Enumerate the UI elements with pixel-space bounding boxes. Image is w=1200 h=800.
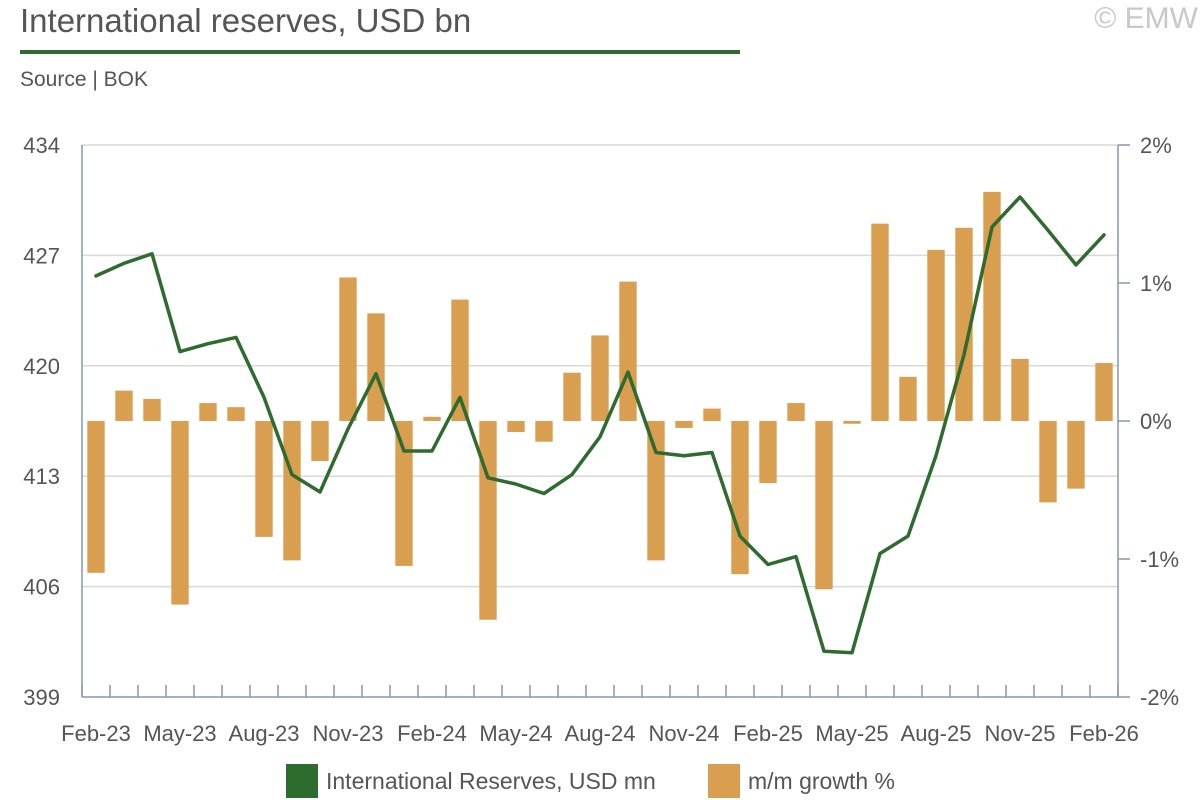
x-tick-label: Feb-25	[733, 721, 803, 746]
bar	[451, 299, 469, 421]
bar	[619, 281, 637, 421]
bar	[927, 249, 945, 421]
chart-title: International reserves, USD bn	[20, 2, 472, 39]
bar	[171, 421, 189, 605]
bar	[479, 421, 497, 620]
x-tick-label: May-25	[815, 721, 888, 746]
x-tick-label: Aug-24	[565, 721, 636, 746]
bar	[507, 421, 525, 433]
y-left-tick-label: 434	[23, 133, 60, 158]
line-series	[94, 195, 1106, 655]
legend-item-bar: m/m growth %	[708, 764, 895, 798]
gridlines	[82, 144, 1118, 588]
bar	[703, 408, 721, 421]
tick-labels: 434 427 420 413 406 399 2% 1% 0% -1% -2% Feb-23 May-…	[23, 133, 1179, 746]
x-tick-label: Aug-23	[229, 721, 300, 746]
bar	[675, 421, 693, 428]
bar	[843, 421, 861, 424]
bar	[115, 390, 133, 421]
x-tick-label: May-24	[479, 721, 552, 746]
bar	[871, 223, 889, 421]
bar	[367, 313, 385, 421]
bar	[1067, 421, 1085, 489]
legend-label-bar: m/m growth %	[748, 767, 895, 794]
source-note: Source | BOK	[20, 68, 149, 91]
legend-label-line: International Reserves, USD mn	[326, 767, 656, 794]
x-tick-label: Feb-24	[397, 721, 467, 746]
title-underline	[20, 50, 740, 54]
bar	[787, 403, 805, 421]
bar	[395, 421, 413, 566]
bar-series	[87, 191, 1113, 620]
x-tick-label: Nov-25	[985, 721, 1056, 746]
y-left-tick-label: 420	[23, 354, 60, 379]
bar	[647, 421, 665, 561]
legend-item-line: International Reserves, USD mn	[286, 764, 656, 798]
bar	[143, 398, 161, 421]
y-right-tick-label: 0%	[1140, 409, 1172, 434]
legend-swatch-line	[286, 764, 318, 798]
reserves-line	[94, 195, 1106, 655]
bar	[899, 376, 917, 421]
y-left-tick-label: 413	[23, 464, 60, 489]
legend-swatch-bar	[708, 764, 740, 798]
bar	[255, 421, 273, 537]
x-tick-label: May-23	[143, 721, 216, 746]
bar	[731, 421, 749, 575]
bar	[563, 372, 581, 421]
bar	[1039, 421, 1057, 503]
bar	[87, 421, 105, 573]
x-tick-label: Nov-24	[649, 721, 720, 746]
x-tick-label: Feb-23	[61, 721, 131, 746]
bar	[283, 421, 301, 561]
bar	[591, 335, 609, 421]
bar	[759, 421, 777, 484]
axes	[81, 144, 1130, 698]
y-left-tick-label: 427	[23, 243, 60, 268]
bar	[1095, 363, 1113, 421]
bar	[199, 403, 217, 421]
y-left-tick-label: 399	[23, 685, 60, 710]
bar	[535, 421, 553, 442]
y-right-tick-label: 2%	[1140, 133, 1172, 158]
y-left-tick-label: 406	[23, 575, 60, 600]
x-tick-label: Feb-26	[1069, 721, 1139, 746]
legend: International Reserves, USD mn m/m growt…	[0, 764, 1200, 800]
y-right-tick-label: -1%	[1140, 547, 1179, 572]
bar	[339, 277, 357, 421]
y-right-tick-label: 1%	[1140, 271, 1172, 296]
copyright-watermark: © EMW	[1094, 2, 1198, 35]
bar	[227, 407, 245, 421]
bar	[1011, 358, 1029, 421]
bar	[311, 421, 329, 462]
bar	[423, 416, 441, 421]
x-tick-label: Nov-23	[313, 721, 384, 746]
bar	[815, 421, 833, 590]
y-right-tick-label: -2%	[1140, 685, 1179, 710]
x-tick-label: Aug-25	[901, 721, 972, 746]
